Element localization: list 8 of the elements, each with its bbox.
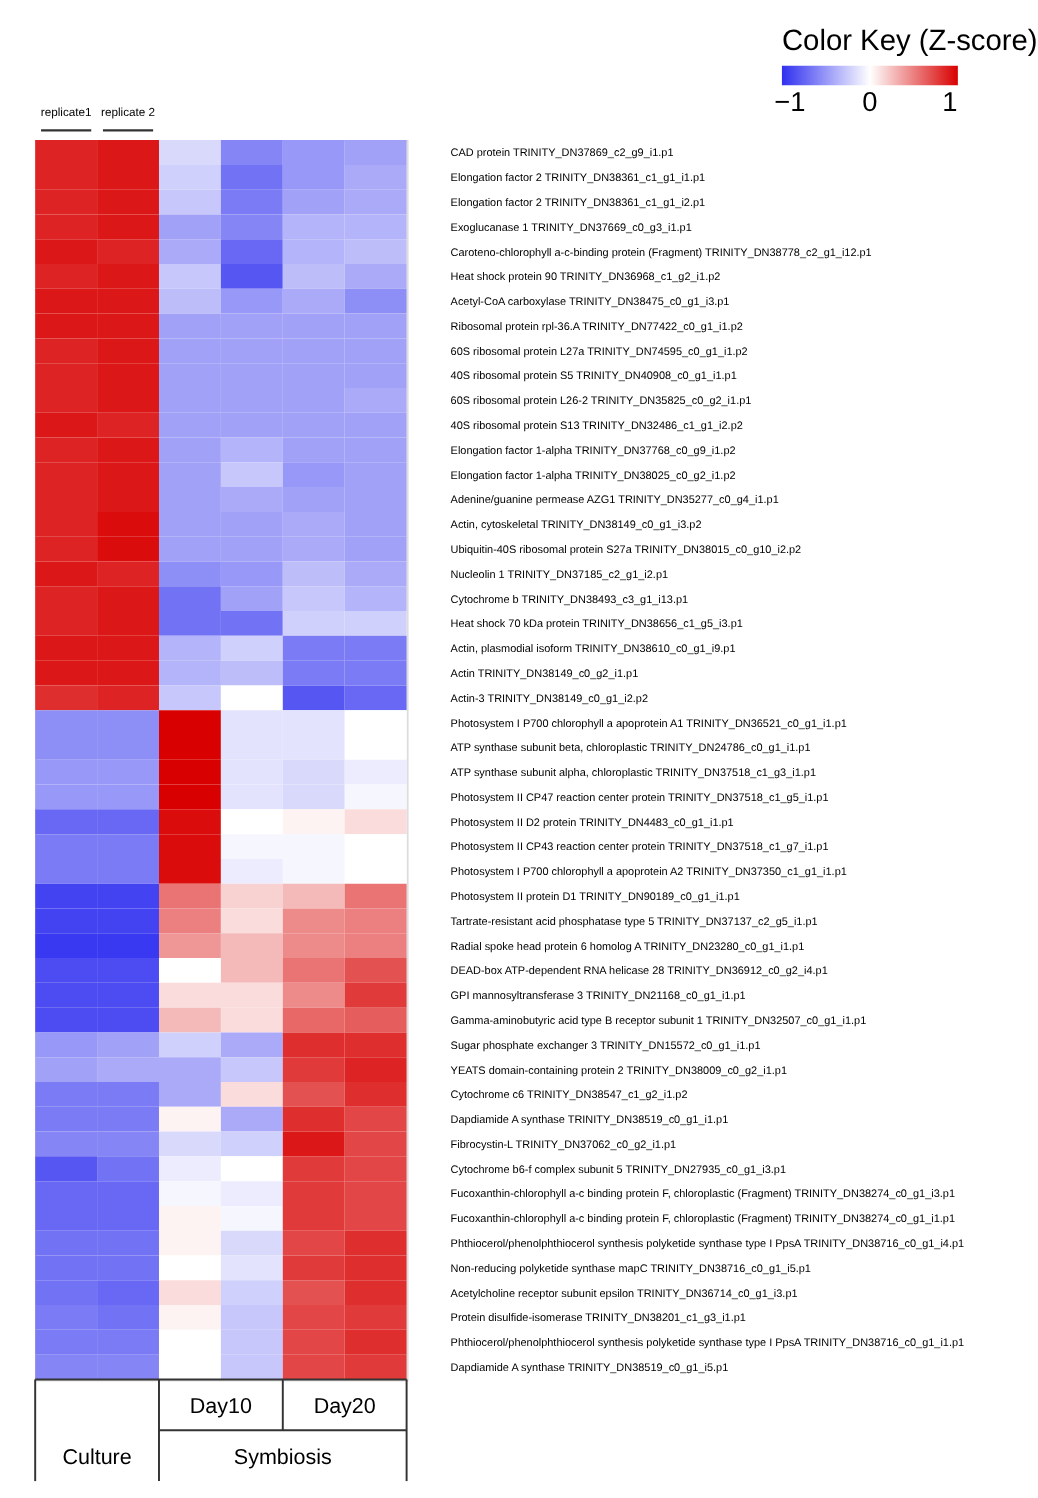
- color-bar-label: 1: [942, 86, 958, 117]
- text: Day10: [189, 1394, 253, 1419]
- color-bar-label: −1: [774, 86, 806, 117]
- color-bar-label: 0: [862, 86, 879, 117]
- text: Symbiosis: [233, 1445, 332, 1470]
- color-bar-title: Color Key (Z-score): [781, 26, 1038, 59]
- text: Culture: [62, 1445, 132, 1470]
- text: Day20: [313, 1394, 376, 1419]
